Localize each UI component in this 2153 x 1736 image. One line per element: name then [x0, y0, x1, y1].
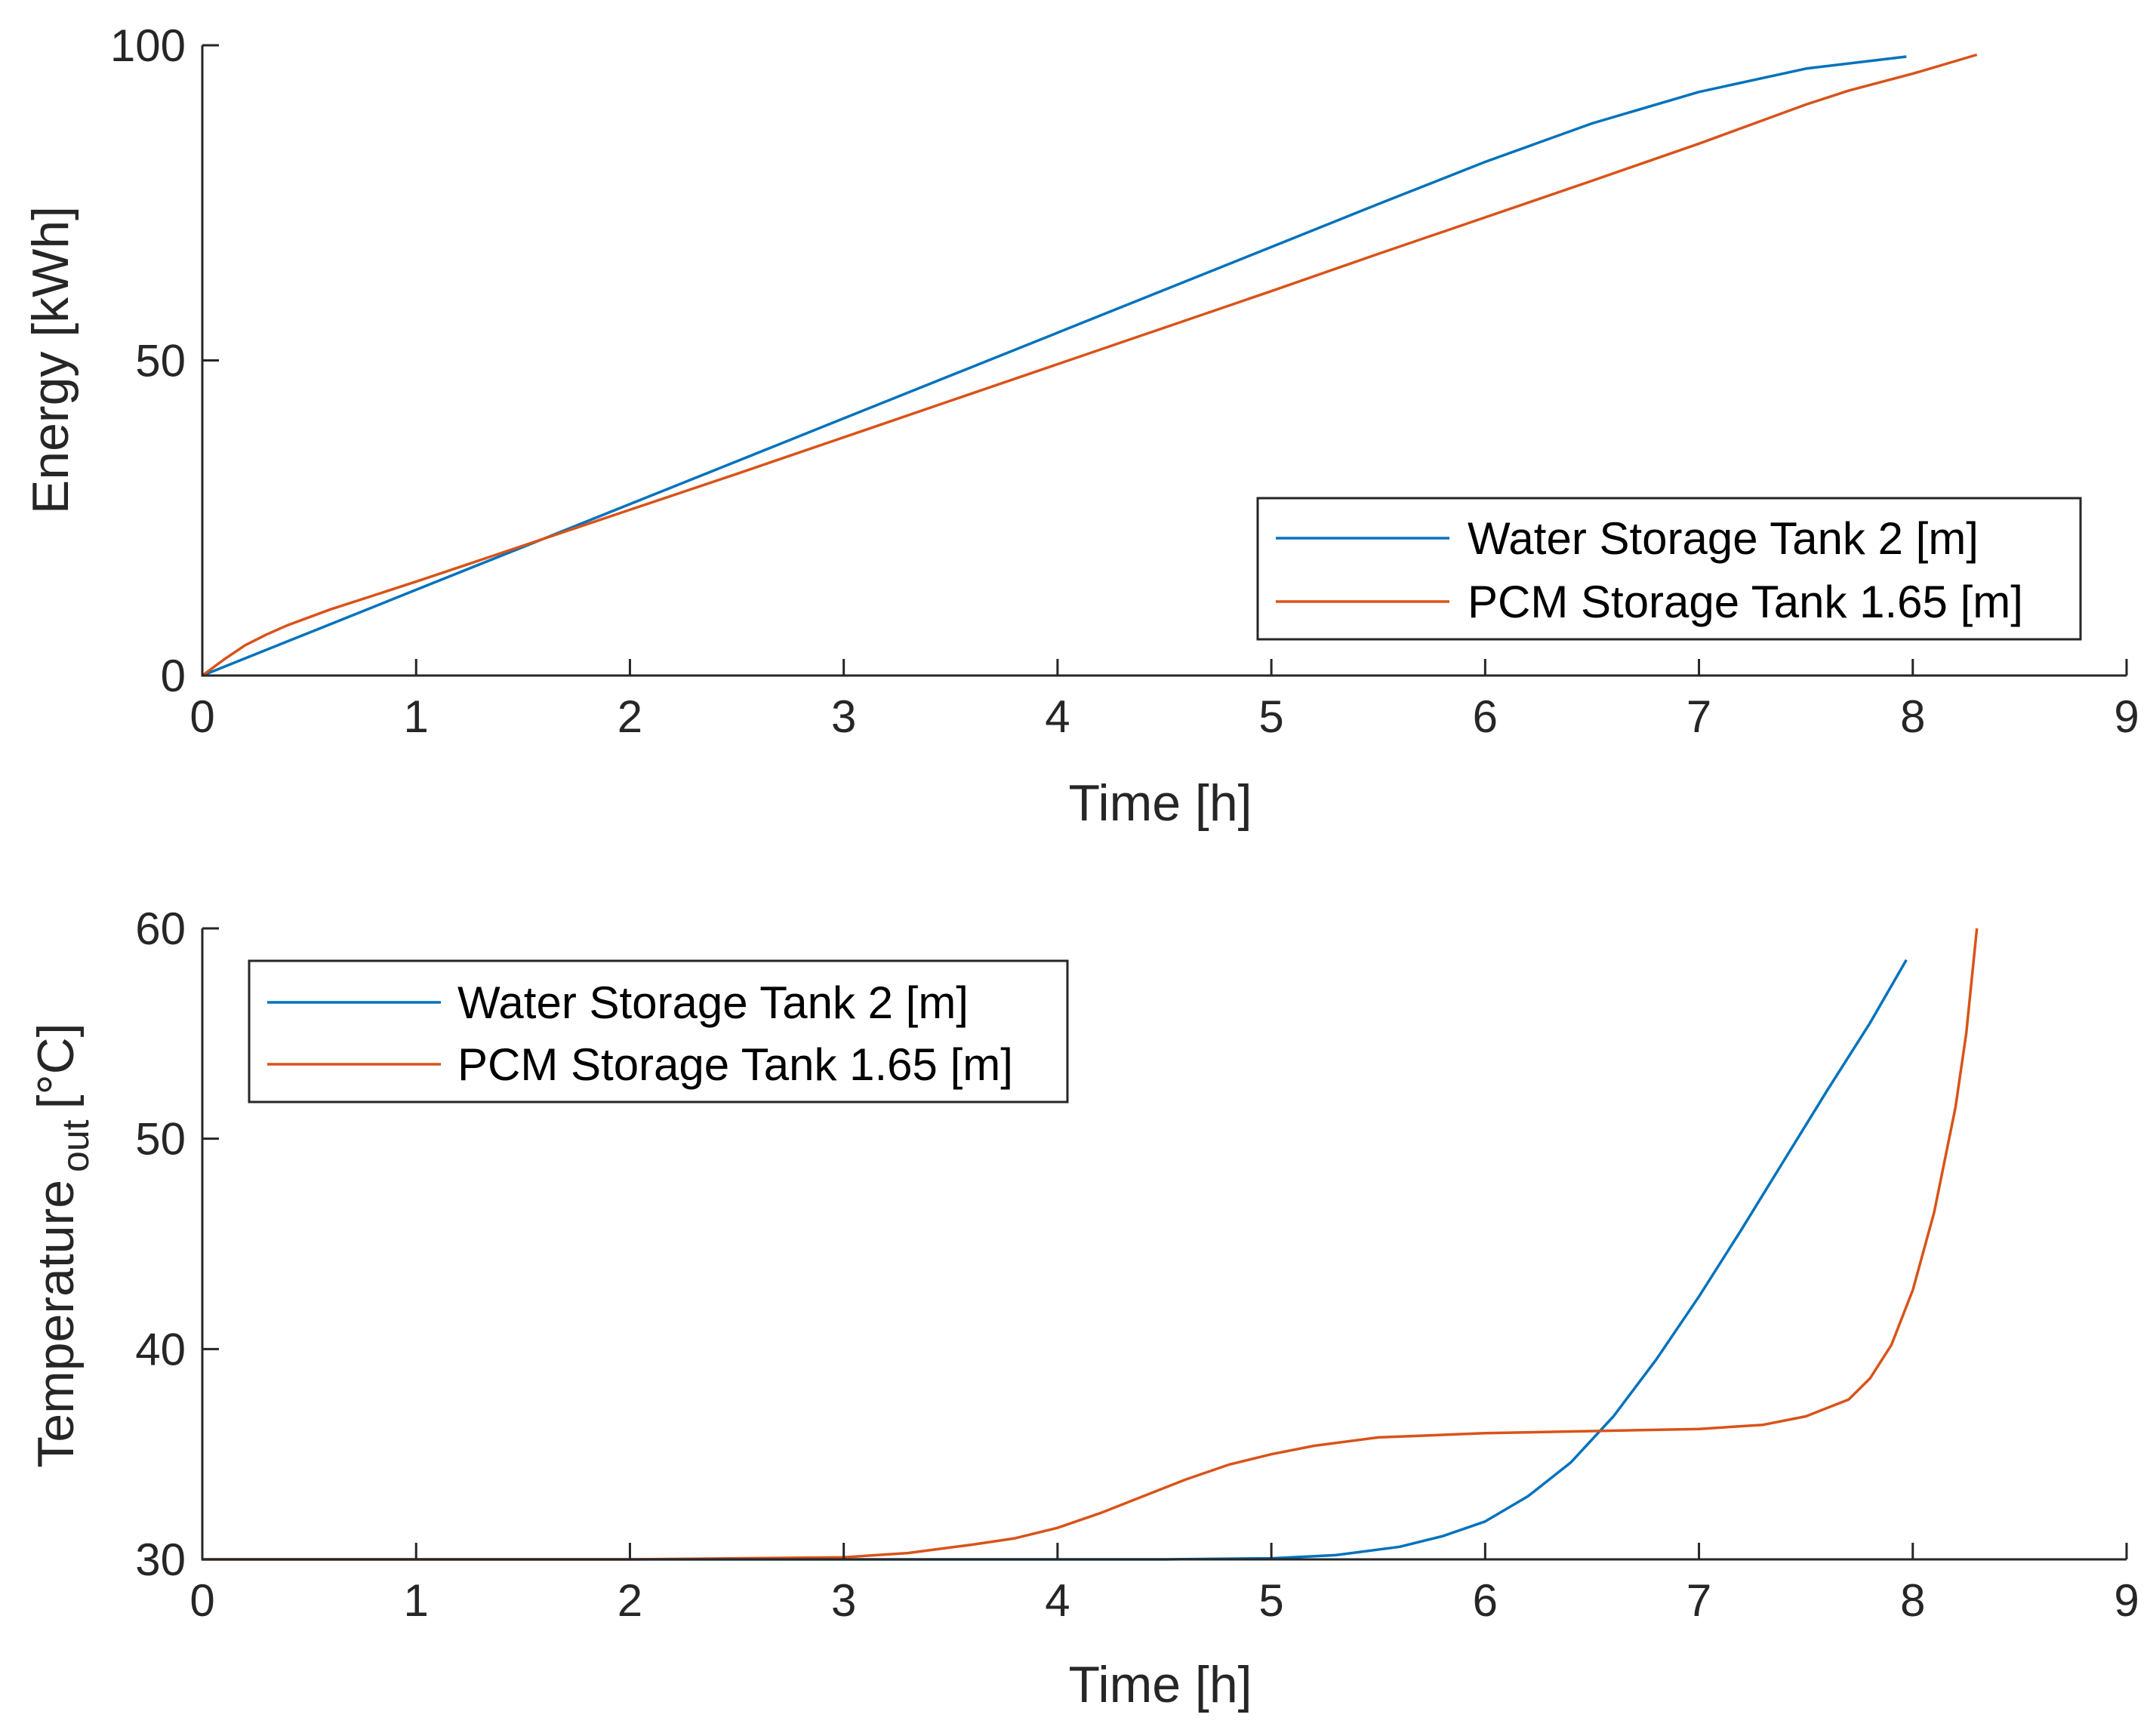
energy-x-tick-label: 2	[618, 691, 642, 742]
energy-y-tick-label: 0	[161, 651, 186, 701]
temperature-x-tick-label: 5	[1258, 1575, 1283, 1626]
temperature-y-tick-label: 30	[135, 1534, 186, 1585]
temperature-x-tick-label: 3	[831, 1575, 856, 1626]
temperature-y-ticks: 30 40 50 60	[135, 903, 219, 1585]
temperature-x-axis-label: Time [h]	[1068, 1656, 1252, 1713]
energy-x-tick-label: 6	[1473, 691, 1498, 742]
energy-x-axis-label: Time [h]	[1068, 774, 1252, 832]
temperature-x-tick-label: 7	[1686, 1575, 1711, 1626]
temperature-x-tick-label: 2	[618, 1575, 642, 1626]
energy-x-tick-label: 3	[831, 691, 856, 742]
energy-y-tick-label: 100	[110, 20, 186, 71]
temperature-x-tick-label: 0	[189, 1575, 214, 1626]
temperature-x-tick-label: 8	[1900, 1575, 1925, 1626]
temperature-y-axis-label: Temperature out [°C]	[27, 1023, 97, 1467]
energy-x-tick-label: 1	[404, 691, 429, 742]
energy-series-line-water	[202, 55, 1907, 677]
temperature-legend-box	[248, 959, 1069, 1103]
temperature-x-tick-label: 1	[404, 1575, 429, 1626]
energy-legend-label-pcm: PCM Storage Tank 1.65 [m]	[1468, 577, 2023, 627]
energy-y-tick-label: 50	[135, 336, 186, 386]
energy-x-tick-label: 8	[1900, 691, 1925, 742]
temperature-legend: Water Storage Tank 2 [m] PCM Storage Tan…	[248, 959, 1069, 1103]
energy-y-ticks: 0 50 100	[110, 20, 219, 701]
temperature-legend-label-pcm: PCM Storage Tank 1.65 [m]	[457, 1039, 1013, 1090]
temperature-x-ticks: 0 1 2 3 4 5 6 7 8 9	[189, 1543, 2139, 1626]
energy-x-tick-label: 7	[1686, 691, 1711, 742]
energy-x-ticks: 0 1 2 3 4 5 6 7 8 9	[189, 659, 2139, 742]
energy-series-lines	[201, 53, 1978, 677]
temperature-x-tick-label: 4	[1045, 1575, 1070, 1626]
energy-x-tick-label: 4	[1045, 691, 1070, 742]
energy-legend-label-water: Water Storage Tank 2 [m]	[1468, 513, 1979, 564]
energy-y-axis-label: Energy [kWh]	[22, 206, 79, 514]
temperature-y-label-unit: [°C]	[27, 1023, 85, 1109]
temperature-x-tick-label: 6	[1473, 1575, 1498, 1626]
energy-legend: Water Storage Tank 2 [m] PCM Storage Tan…	[1256, 497, 2082, 641]
temperature-y-label-main: Temperature	[27, 1180, 85, 1468]
energy-series-line-pcm	[201, 53, 1978, 677]
temperature-chart: 0 1 2 3 4 5 6 7 8 9 30 40 50 60 Time [h] Temperature…	[27, 903, 2139, 1713]
temperature-x-tick-label: 9	[2114, 1575, 2139, 1626]
energy-x-tick-label: 5	[1258, 691, 1283, 742]
temperature-y-tick-label: 60	[135, 903, 186, 954]
energy-x-tick-label: 0	[189, 691, 214, 742]
temperature-y-tick-label: 50	[135, 1114, 186, 1165]
energy-x-tick-label: 9	[2114, 691, 2139, 742]
temperature-series-line-pcm	[202, 928, 1979, 1561]
temperature-y-label-subscript: out	[54, 1119, 97, 1172]
energy-legend-box	[1256, 497, 2082, 641]
temperature-legend-label-water: Water Storage Tank 2 [m]	[457, 977, 969, 1028]
temperature-y-tick-label: 40	[135, 1324, 186, 1374]
